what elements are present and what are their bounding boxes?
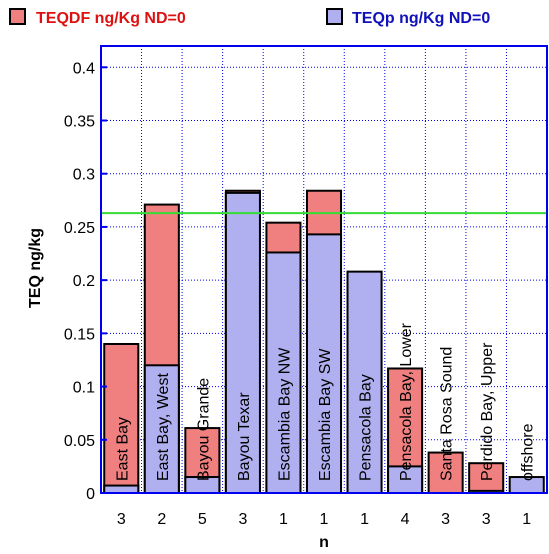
category-label: Pensacola Bay (358, 374, 375, 481)
n-label: 5 (198, 511, 207, 528)
y-tick-label: 0.3 (73, 167, 95, 184)
category-label: Perdido Bay, Upper (479, 342, 496, 481)
n-label: 1 (320, 511, 329, 528)
category-label: East Bay, West (155, 373, 172, 481)
legend-swatch-teqdf (9, 8, 26, 25)
y-tick-label: 0.25 (64, 220, 95, 237)
n-label: 3 (441, 511, 450, 528)
y-axis-title: TEQ ng/kg (27, 228, 44, 308)
bar-teqp (387, 465, 424, 494)
y-tick-label: 0.05 (64, 433, 95, 450)
category-label: Escambia Bay NW (276, 347, 293, 481)
category-label: East Bay (114, 417, 131, 481)
y-tick-label: 0.1 (73, 380, 95, 397)
n-label: 3 (238, 511, 247, 528)
legend: TEQDF ng/Kg ND=0 TEQp ng/Kg ND=0 (9, 8, 490, 27)
category-label: Santa Rosa Sound (439, 347, 456, 481)
bars: East Bay East Bay, West Bayou Grande Bayou … (103, 189, 545, 495)
category-label: Pensacola Bay, Lower (398, 322, 415, 481)
bar-teqp (143, 364, 180, 494)
y-tick-label: 0.4 (73, 60, 95, 77)
bar-teqp (103, 484, 140, 494)
bar-teqp (265, 251, 302, 494)
bar-teqp (305, 233, 343, 494)
n-label: 1 (279, 511, 288, 528)
category-label: Escambia Bay SW (317, 348, 334, 481)
y-axis-ticks: 0 0.05 0.1 0.15 0.2 0.25 0.3 0.35 0.4 (64, 60, 107, 503)
y-tick-label: 0 (86, 486, 95, 503)
y-tick-label: 0.35 (64, 114, 95, 131)
n-label: 2 (157, 511, 166, 528)
x-axis-n-labels: 3 2 5 3 1 1 1 4 3 3 1 (117, 511, 531, 528)
legend-label-teqdf: TEQDF ng/Kg ND=0 (36, 10, 186, 27)
n-label: 3 (117, 511, 126, 528)
n-label: 1 (360, 511, 369, 528)
legend-swatch-teqp (326, 8, 343, 25)
plot-frame (100, 45, 548, 494)
category-label: Bayou Texar (236, 392, 253, 481)
n-label: 4 (401, 511, 410, 528)
y-tick-label: 0.15 (64, 326, 95, 343)
n-label: 3 (482, 511, 491, 528)
n-label: 1 (522, 511, 531, 528)
category-label: offshore (520, 423, 537, 481)
bar-teqdf (103, 343, 140, 494)
x-axis-title: n (319, 534, 329, 551)
legend-label-teqp: TEQp ng/Kg ND=0 (352, 10, 490, 27)
y-tick-label: 0.2 (73, 273, 95, 290)
category-label: Bayou Grande (195, 378, 212, 481)
